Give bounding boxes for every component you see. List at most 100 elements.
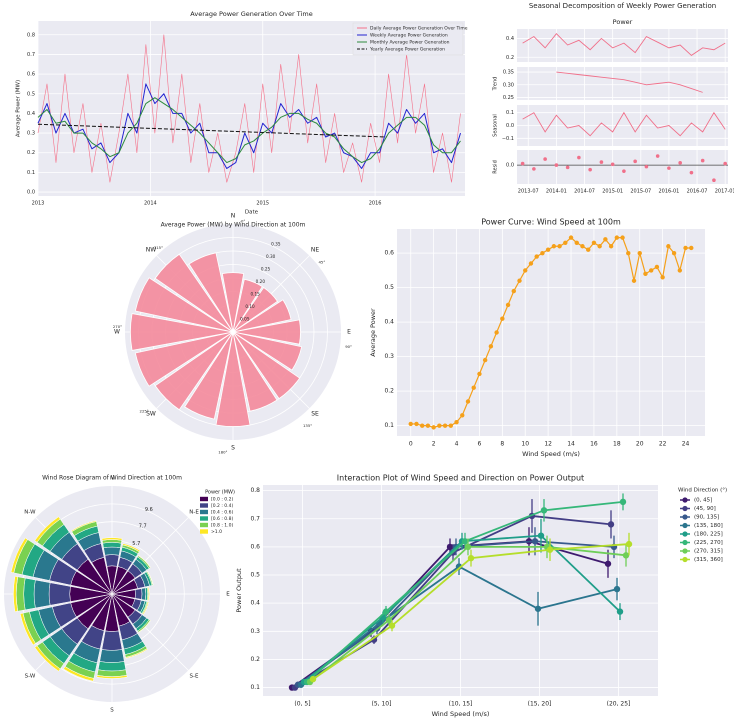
series-line (37, 34, 461, 183)
point (545, 247, 551, 252)
legend-label: Yearly Average Power Generation (369, 47, 445, 53)
r-tick-label: 0.20 (256, 279, 266, 284)
polar-bar (154, 253, 234, 333)
point (643, 271, 648, 277)
y-tick-label: 0.5 (250, 572, 260, 579)
x-tick-label: (15, 20] (528, 701, 552, 708)
degree-label: 180° (218, 450, 227, 455)
rose-segment (23, 577, 36, 611)
y-tick-label: 0.6 (384, 250, 394, 257)
r-tick-label: 7.7 (139, 524, 147, 530)
x-tick-label: 2014-01 (546, 189, 567, 195)
legend-label: [0.8 : 1.0) (211, 523, 233, 529)
point (626, 250, 631, 256)
x-tick-label: 22 (659, 441, 667, 448)
legend-label: Weekly Average Power Generation (370, 33, 448, 39)
point (532, 167, 536, 171)
polar-bar (188, 252, 234, 333)
rose-segment (147, 586, 150, 602)
rose-segment (96, 675, 128, 679)
legend-label: (0, 45] (694, 498, 712, 504)
point (666, 244, 671, 249)
legend-label: (225, 270] (694, 540, 723, 546)
y-tick-label: −0.1 (502, 136, 514, 142)
direction-label: E (226, 592, 230, 598)
point (531, 538, 539, 545)
x-tick-label: 2013-07 (518, 189, 539, 195)
x-tick-label: 2014-07 (574, 189, 595, 195)
y-tick-label: 0.6 (250, 543, 260, 550)
legend-label: Monthly Average Power Generation (370, 40, 450, 46)
y-tick-label: 0.2 (506, 55, 514, 61)
point (655, 154, 660, 158)
direction-label: N (231, 213, 236, 220)
rose-segment (33, 579, 51, 609)
degree-label: 45° (318, 259, 325, 264)
point (568, 235, 574, 240)
rose-segment (142, 601, 150, 615)
legend-box (352, 22, 464, 56)
y-tick-label: 0.4 (27, 111, 35, 117)
x-tick-label: 10 (521, 441, 529, 448)
point (408, 421, 413, 427)
point (586, 247, 591, 252)
rose-segment (103, 546, 121, 556)
y-tick-label: 0.5 (384, 284, 394, 291)
legend-label: Daily Average Power Generation Over Time (370, 26, 468, 32)
legend-marker (682, 514, 688, 520)
point (382, 608, 390, 615)
point (608, 244, 614, 249)
rose-segment (122, 543, 141, 553)
series-line (37, 97, 461, 164)
point (677, 268, 683, 273)
legend-label: >1.0 (211, 529, 222, 535)
point (577, 155, 581, 160)
point (610, 162, 615, 167)
rose-segment (101, 537, 123, 541)
point (554, 163, 559, 167)
y-tick-label: 0.1 (27, 170, 35, 176)
point (505, 302, 511, 308)
x-tick-label: 18 (613, 441, 621, 448)
point (437, 423, 442, 428)
x-tick-label: (5, 10] (372, 701, 392, 708)
point (540, 507, 548, 514)
rose-segment (16, 576, 26, 612)
direction-label: SE (311, 411, 319, 418)
rose-segment (97, 661, 127, 672)
direction-label: N-E (189, 509, 199, 515)
polar-bar (232, 331, 301, 400)
point (604, 560, 612, 567)
legend-swatch (200, 496, 208, 502)
legend-swatch (200, 503, 208, 508)
point (574, 240, 579, 245)
legend-label: [0.6 : 0.8) (211, 516, 233, 522)
rose-segment (19, 612, 36, 646)
chart-title: Interaction Plot of Wind Speed and Direc… (337, 474, 584, 483)
direction-label: S (231, 445, 235, 452)
y-tick-label: 0.3 (250, 628, 260, 635)
degree-label: 270° (113, 324, 122, 329)
r-tick-label: 0.15 (250, 292, 260, 297)
point (683, 245, 688, 251)
direction-label: N-W (24, 509, 36, 515)
degree-label: 0° (241, 218, 245, 223)
x-tick-label: 8 (500, 441, 504, 448)
direction-label: NE (311, 246, 319, 253)
direction-label: NW (146, 246, 156, 253)
series-line (37, 123, 387, 138)
legend-marker (682, 505, 688, 512)
direction-label: S-W (25, 674, 36, 680)
point (689, 170, 694, 175)
rose-segment (138, 555, 151, 568)
y-tick-label: 0.4 (384, 319, 394, 326)
point (488, 344, 494, 349)
point (500, 316, 505, 321)
x-tick-label: 2013 (32, 201, 45, 207)
rose-segment (70, 520, 97, 533)
point (599, 160, 604, 164)
y-axis-label: Resid (493, 160, 499, 174)
polar-bar (221, 272, 245, 333)
point (431, 425, 436, 430)
y-axis-label: Seasonal (493, 114, 499, 137)
